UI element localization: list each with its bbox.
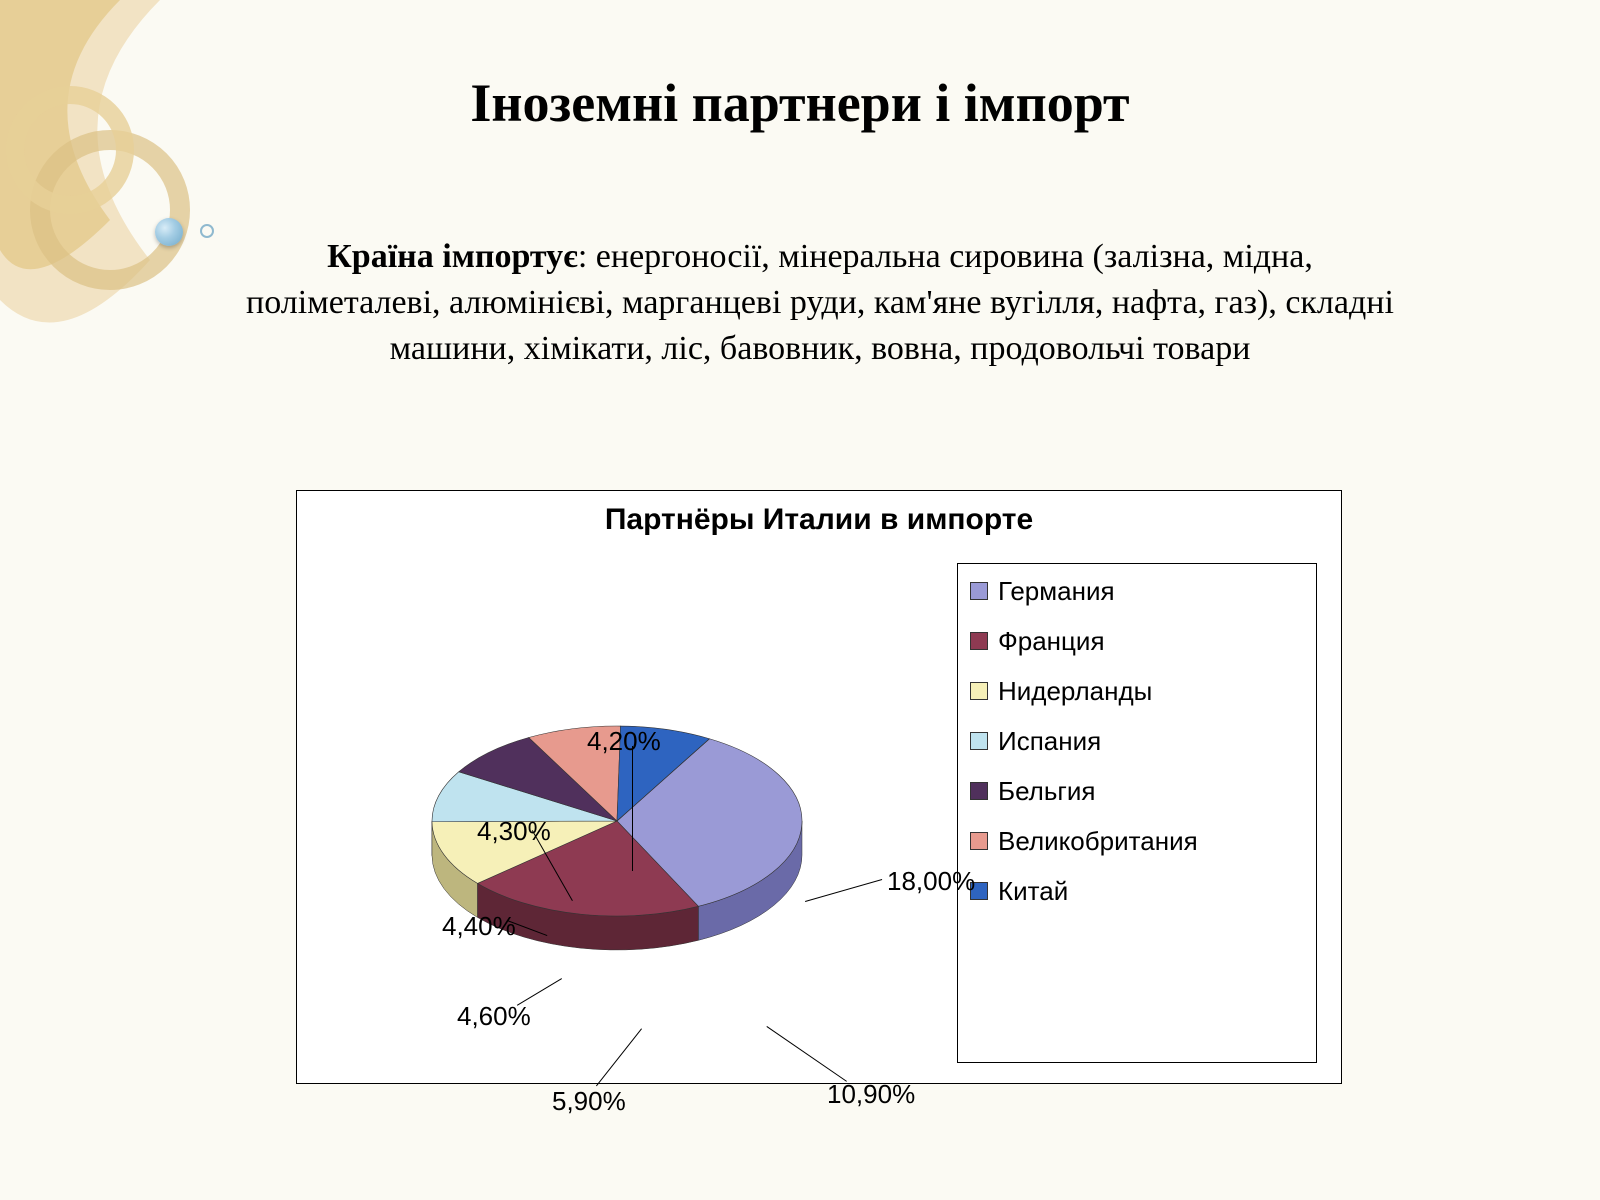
legend-item: Франция <box>970 622 1304 660</box>
pie-chart <box>387 641 847 1041</box>
leader-line <box>632 746 633 871</box>
pie-data-label: 4,60% <box>457 1001 531 1032</box>
pie-data-label: 5,90% <box>552 1086 626 1117</box>
bullet-orb-icon <box>155 218 183 246</box>
legend-label: Нидерланды <box>998 678 1152 704</box>
legend-label: Франция <box>998 628 1105 654</box>
legend-swatch-icon <box>970 582 988 600</box>
legend-swatch-icon <box>970 632 988 650</box>
legend-label: Великобритания <box>998 828 1198 854</box>
legend-item: Испания <box>970 722 1304 760</box>
chart-title: Партнёры Италии в импорте <box>297 503 1341 537</box>
legend-swatch-icon <box>970 682 988 700</box>
legend-swatch-icon <box>970 832 988 850</box>
legend-item: Германия <box>970 572 1304 610</box>
legend-swatch-icon <box>970 732 988 750</box>
legend-label: Бельгия <box>998 778 1095 804</box>
chart-legend: Германия Франция Нидерланды Испания Бельгия В… <box>957 563 1317 1063</box>
pie-data-label: 18,00% <box>887 866 975 897</box>
chart-panel: Партнёры Италии в импорте Германия Франци… <box>296 490 1342 1084</box>
legend-item: Великобритания <box>970 822 1304 860</box>
legend-swatch-icon <box>970 782 988 800</box>
legend-item: Нидерланды <box>970 672 1304 710</box>
legend-label: Испания <box>998 728 1101 754</box>
body-lead: Країна імпортує <box>327 238 578 275</box>
legend-label: Германия <box>998 578 1115 604</box>
pie-data-label: 4,40% <box>442 911 516 942</box>
bullet-ring-icon <box>200 224 214 238</box>
legend-label: Китай <box>998 878 1068 904</box>
slide-body-text: Країна імпортує: енергоносії, мінеральна… <box>230 234 1410 372</box>
legend-item: Китай <box>970 872 1304 910</box>
slide-title: Іноземні партнери і імпорт <box>0 72 1600 134</box>
pie-data-label: 10,90% <box>827 1079 915 1110</box>
pie-data-label: 4,20% <box>587 726 661 757</box>
legend-item: Бельгия <box>970 772 1304 810</box>
